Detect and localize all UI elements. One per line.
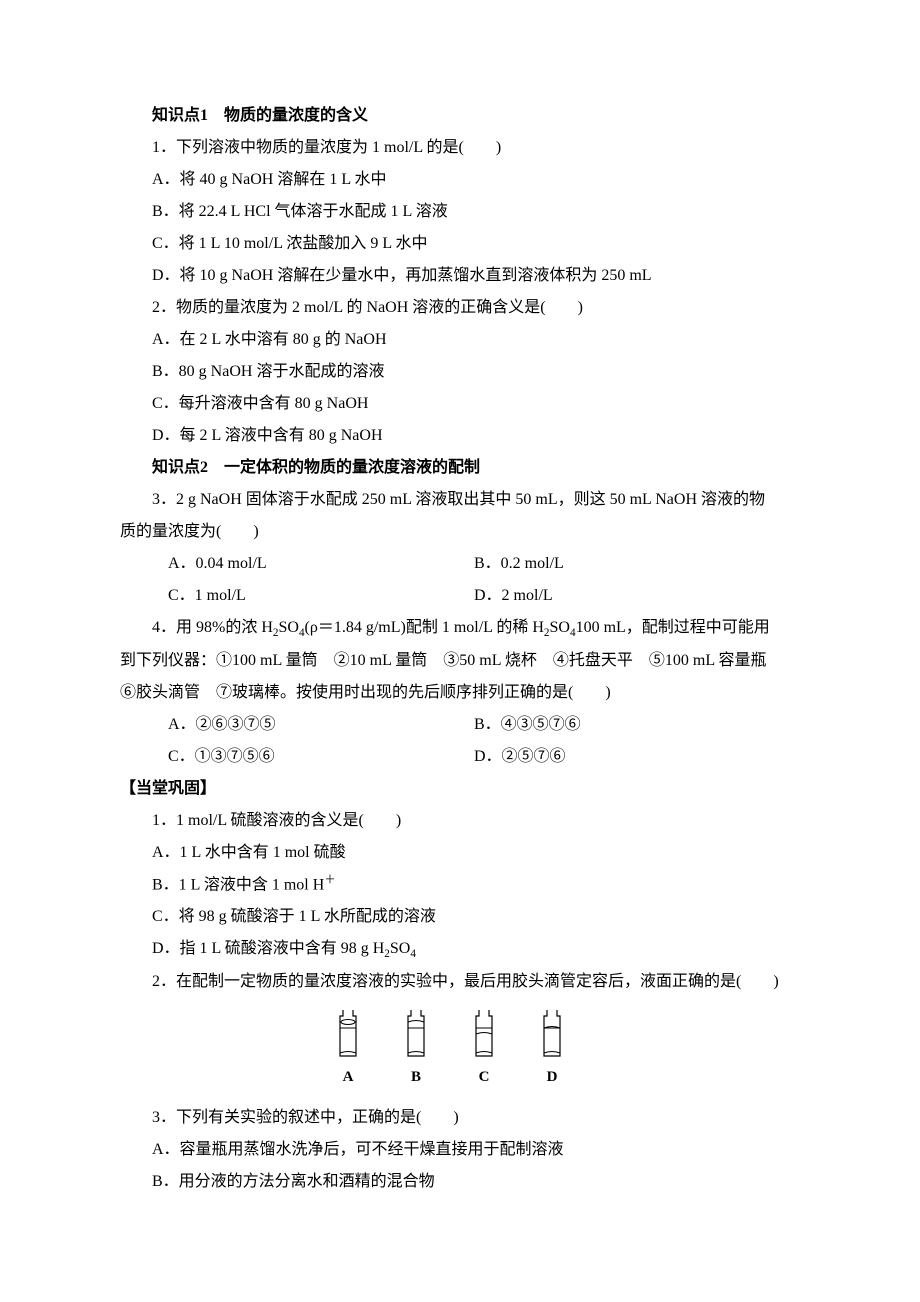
- kp2-q4-row1: A．②⑥③⑦⑤ B．④③⑤⑦⑥: [120, 709, 780, 741]
- kp2-q4-opt-d: D．②⑤⑦⑥: [474, 741, 780, 773]
- flask-d-label: D: [547, 1062, 558, 1092]
- kp2-q3-stem: 3．2 g NaOH 固体溶于水配成 250 mL 溶液取出其中 50 mL，则…: [120, 484, 780, 548]
- kp1-title: 知识点1 物质的量浓度的含义: [120, 100, 780, 132]
- flask-b-icon: [402, 1008, 430, 1058]
- kp2-q3-opt-d: D．2 mol/L: [474, 580, 780, 612]
- kp1-q1-opt-a: A．将 40 g NaOH 溶解在 1 L 水中: [120, 164, 780, 196]
- kp2-title: 知识点2 一定体积的物质的量浓度溶液的配制: [120, 452, 780, 484]
- flask-d-icon: [538, 1008, 566, 1058]
- p-q1-d-sub2: 4: [410, 948, 416, 960]
- flask-a-icon: [334, 1008, 362, 1058]
- kp2-q4-row2: C．①③⑦⑤⑥ D．②⑤⑦⑥: [120, 741, 780, 773]
- kp1-q1-stem: 1．下列溶液中物质的量浓度为 1 mol/L 的是( ): [120, 132, 780, 164]
- p-q3-stem: 3．下列有关实验的叙述中，正确的是( ): [120, 1102, 780, 1134]
- kp1-q1-opt-d: D．将 10 g NaOH 溶解在少量水中，再加蒸馏水直到溶液体积为 250 m…: [120, 260, 780, 292]
- p-q1-b-sup: ＋: [324, 874, 335, 886]
- kp2-q4-opt-c: C．①③⑦⑤⑥: [120, 741, 474, 773]
- p-q1-b-text: B．1 L 溶液中含 1 mol H: [152, 876, 324, 893]
- flask-b: B: [402, 1008, 430, 1092]
- q4-text-3: (ρ＝1.84 g/mL)配制 1 mol/L 的稀 H: [305, 619, 544, 636]
- flask-c: C: [470, 1008, 498, 1092]
- p-q1-opt-a: A．1 L 水中含有 1 mol 硫酸: [120, 837, 780, 869]
- kp1-q2-opt-c: C．每升溶液中含有 80 g NaOH: [120, 388, 780, 420]
- p-q3-opt-b: B．用分液的方法分离水和酒精的混合物: [120, 1166, 780, 1198]
- kp1-q2-opt-b: B．80 g NaOH 溶于水配成的溶液: [120, 356, 780, 388]
- kp1-q2-stem: 2．物质的量浓度为 2 mol/L 的 NaOH 溶液的正确含义是( ): [120, 292, 780, 324]
- kp2-q3-opt-a: A．0.04 mol/L: [120, 548, 474, 580]
- kp2-q4-stem: 4．用 98%的浓 H2SO4(ρ＝1.84 g/mL)配制 1 mol/L 的…: [120, 612, 780, 709]
- kp2-q3-row1: A．0.04 mol/L B．0.2 mol/L: [120, 548, 780, 580]
- flask-row: A B C D: [120, 1008, 780, 1092]
- q4-text-4: SO: [550, 619, 570, 636]
- p-q1-stem: 1．1 mol/L 硫酸溶液的含义是( ): [120, 805, 780, 837]
- p-q1-opt-d: D．指 1 L 硫酸溶液中含有 98 g H2SO4: [120, 933, 780, 966]
- kp2-q3-row2: C．1 mol/L D．2 mol/L: [120, 580, 780, 612]
- p-q1-d-text1: D．指 1 L 硫酸溶液中含有 98 g H: [152, 940, 384, 957]
- kp2-q4-opt-b: B．④③⑤⑦⑥: [474, 709, 780, 741]
- kp2-q3-opt-b: B．0.2 mol/L: [474, 548, 780, 580]
- flask-c-label: C: [479, 1062, 490, 1092]
- kp1-q2-opt-d: D．每 2 L 溶液中含有 80 g NaOH: [120, 420, 780, 452]
- flask-c-icon: [470, 1008, 498, 1058]
- kp2-q4-opt-a: A．②⑥③⑦⑤: [120, 709, 474, 741]
- p-q1-d-text2: SO: [390, 940, 410, 957]
- flask-d: D: [538, 1008, 566, 1092]
- q4-text-2: SO: [278, 619, 298, 636]
- flask-a-label: A: [343, 1062, 354, 1092]
- p-q1-opt-b: B．1 L 溶液中含 1 mol H＋: [120, 869, 780, 901]
- flask-b-label: B: [411, 1062, 421, 1092]
- flask-a: A: [334, 1008, 362, 1092]
- kp1-q1-opt-c: C．将 1 L 10 mol/L 浓盐酸加入 9 L 水中: [120, 228, 780, 260]
- kp2-q3-opt-c: C．1 mol/L: [120, 580, 474, 612]
- p-q3-opt-a: A．容量瓶用蒸馏水洗净后，可不经干燥直接用于配制溶液: [120, 1134, 780, 1166]
- practice-title: 【当堂巩固】: [120, 773, 780, 805]
- q4-text-1: 4．用 98%的浓 H: [152, 619, 273, 636]
- kp1-q1-opt-b: B．将 22.4 L HCl 气体溶于水配成 1 L 溶液: [120, 196, 780, 228]
- p-q1-opt-c: C．将 98 g 硫酸溶于 1 L 水所配成的溶液: [120, 901, 780, 933]
- p-q2-stem: 2．在配制一定物质的量浓度溶液的实验中，最后用胶头滴管定容后，液面正确的是( ): [120, 966, 780, 998]
- kp1-q2-opt-a: A．在 2 L 水中溶有 80 g 的 NaOH: [120, 324, 780, 356]
